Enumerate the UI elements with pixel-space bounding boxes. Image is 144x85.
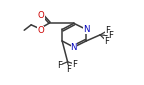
Text: F: F (66, 65, 71, 74)
Text: F: F (108, 31, 113, 40)
Text: O: O (38, 11, 45, 20)
Text: O: O (37, 26, 44, 35)
Text: F: F (57, 61, 62, 70)
Text: N: N (83, 25, 89, 34)
Text: F: F (105, 26, 110, 35)
Text: F: F (104, 36, 109, 45)
Text: F: F (72, 60, 77, 69)
Text: N: N (71, 43, 77, 52)
